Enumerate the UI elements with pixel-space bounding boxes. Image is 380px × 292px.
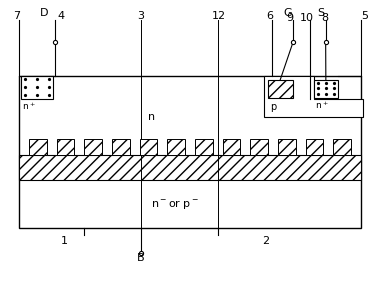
Text: 7: 7 bbox=[14, 11, 21, 21]
Text: 1: 1 bbox=[61, 236, 68, 246]
Bar bbox=[29, 139, 47, 155]
Text: 5: 5 bbox=[361, 11, 368, 21]
Text: n$^-$or p$^-$: n$^-$or p$^-$ bbox=[151, 199, 199, 213]
Text: 4: 4 bbox=[57, 11, 64, 21]
Bar bbox=[84, 139, 102, 155]
Text: G: G bbox=[283, 8, 292, 18]
Bar bbox=[19, 76, 361, 228]
Bar bbox=[140, 139, 157, 155]
Text: 3: 3 bbox=[137, 11, 144, 21]
Bar bbox=[168, 139, 185, 155]
Bar bbox=[278, 139, 296, 155]
Bar bbox=[250, 139, 268, 155]
Text: p: p bbox=[271, 102, 277, 112]
Bar bbox=[195, 139, 212, 155]
Bar bbox=[19, 155, 361, 180]
Text: 8: 8 bbox=[321, 13, 328, 22]
Bar bbox=[223, 139, 240, 155]
Text: n: n bbox=[149, 112, 155, 122]
Bar bbox=[314, 80, 338, 98]
Text: S: S bbox=[318, 8, 325, 18]
Text: 2: 2 bbox=[263, 236, 269, 246]
Text: B: B bbox=[137, 253, 144, 263]
Text: 9: 9 bbox=[287, 13, 293, 22]
Bar bbox=[21, 76, 53, 99]
Bar bbox=[306, 139, 323, 155]
Polygon shape bbox=[264, 76, 363, 117]
Text: 10: 10 bbox=[300, 13, 314, 22]
Bar bbox=[333, 139, 351, 155]
Bar bbox=[268, 80, 293, 98]
Text: n$^+$: n$^+$ bbox=[22, 101, 35, 112]
Text: n$^+$: n$^+$ bbox=[315, 99, 328, 111]
Bar bbox=[57, 139, 74, 155]
Bar bbox=[112, 139, 130, 155]
Text: D: D bbox=[40, 8, 48, 18]
Text: 6: 6 bbox=[266, 11, 273, 21]
Text: 12: 12 bbox=[211, 11, 226, 21]
